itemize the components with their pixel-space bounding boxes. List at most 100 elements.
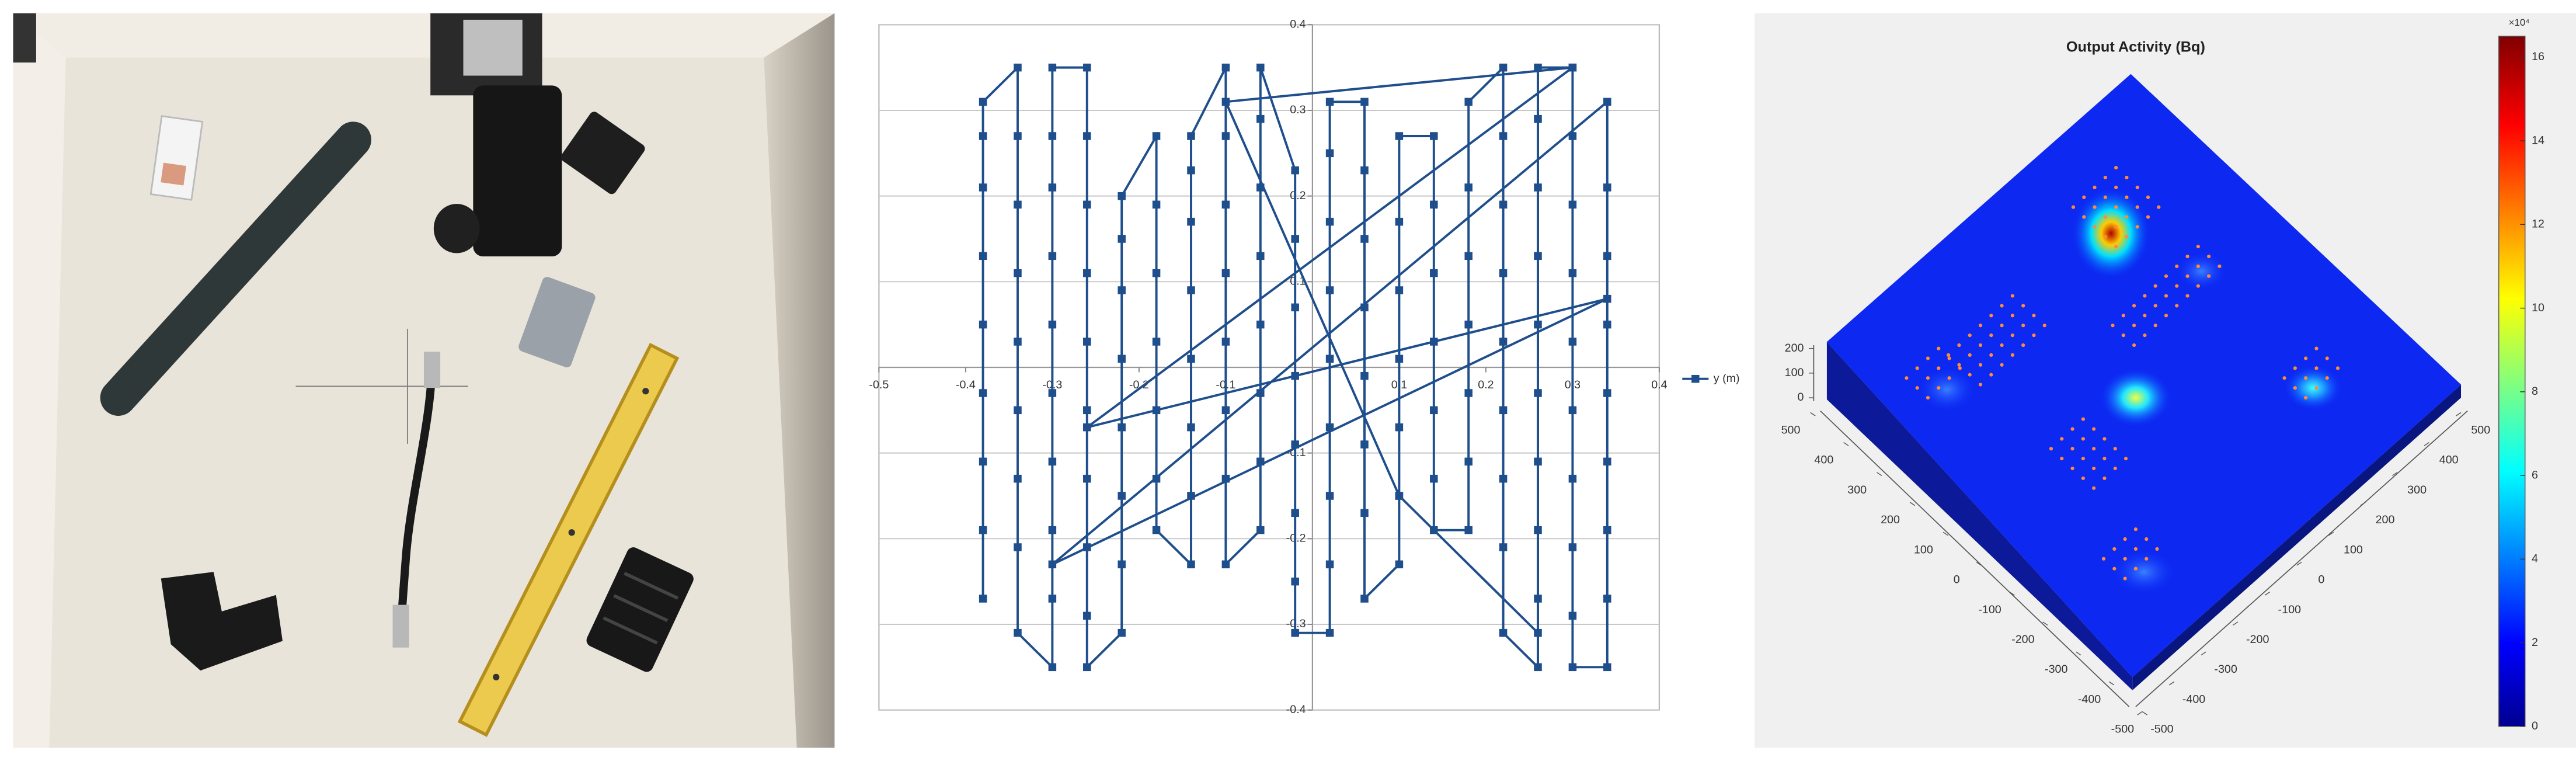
point-marker — [1395, 132, 1404, 140]
x-tick-label: 400 — [1814, 454, 1833, 467]
point-marker — [1499, 132, 1508, 140]
x-tick — [1877, 472, 1882, 477]
point-marker — [1534, 595, 1542, 603]
point-marker — [1464, 183, 1473, 192]
x-tick-label: -400 — [2078, 693, 2101, 706]
source-point — [2042, 324, 2046, 328]
source-point — [1978, 324, 1983, 328]
y-tick — [2233, 621, 2239, 626]
point-marker — [1534, 252, 1542, 260]
y-tick-label: -0.4 — [1286, 703, 1306, 716]
chart-title: Output Activity (Bq) — [2066, 39, 2205, 55]
colorbar-tick-label: 14 — [2532, 134, 2544, 147]
point-marker — [1325, 286, 1334, 294]
source-point — [2175, 304, 2179, 308]
source-point — [2304, 395, 2308, 400]
point-marker — [1603, 320, 1611, 329]
source-point — [2121, 333, 2125, 338]
source-point — [2021, 343, 2025, 348]
source-point — [2293, 386, 2297, 390]
point-marker — [1048, 63, 1057, 72]
source-point — [2218, 264, 2222, 269]
source-point — [2282, 376, 2286, 380]
photo — [13, 13, 835, 748]
source-point — [2081, 457, 2085, 461]
point-marker — [1014, 200, 1022, 209]
point-marker — [1568, 200, 1577, 209]
point-marker — [1014, 269, 1022, 277]
source-point — [1937, 386, 1941, 390]
point-marker — [1534, 114, 1542, 123]
point-marker — [1325, 149, 1334, 158]
source-point — [2060, 437, 2064, 441]
source-point — [2335, 366, 2340, 370]
colorbar-tick-label: 2 — [2532, 636, 2538, 649]
hotspot — [2100, 368, 2172, 428]
x-tick — [2076, 651, 2081, 656]
source-point — [2000, 324, 2004, 328]
source-point — [2010, 353, 2014, 357]
x-tick-label: 300 — [1847, 484, 1867, 496]
source-point — [2304, 356, 2308, 360]
point-marker — [1360, 509, 1369, 517]
point-marker — [1325, 98, 1334, 106]
side-face — [2132, 384, 2462, 690]
source-point — [2092, 486, 2096, 490]
point-marker — [1360, 440, 1369, 449]
point-marker — [1291, 577, 1299, 586]
source-point — [2070, 447, 2074, 451]
point-marker — [1014, 474, 1022, 483]
source-point — [2135, 185, 2139, 189]
point-marker — [1048, 595, 1057, 603]
point-marker — [1395, 492, 1404, 500]
y-tick — [2137, 711, 2143, 715]
x-tick-label: 200 — [1881, 513, 1900, 526]
point-marker — [1499, 269, 1508, 277]
point-marker — [979, 389, 987, 397]
point-marker — [1187, 355, 1195, 363]
point-marker — [1291, 628, 1299, 637]
source-point — [1905, 376, 1909, 380]
source-point — [2101, 557, 2106, 561]
colorbar-tick-label: 6 — [2532, 468, 2538, 481]
point-marker — [1256, 320, 1265, 329]
source-point — [2146, 215, 2150, 219]
point-marker — [1083, 474, 1091, 483]
point-marker — [1395, 286, 1404, 294]
point-marker — [1603, 389, 1611, 397]
source-point — [2111, 324, 2115, 328]
point-marker — [1360, 98, 1369, 106]
point-marker — [1014, 132, 1022, 140]
point-marker — [1395, 355, 1404, 363]
point-marker — [1083, 200, 1091, 209]
point-marker — [1048, 132, 1057, 140]
source-point — [2175, 264, 2179, 269]
source-point — [1968, 373, 1972, 377]
y-tick — [2296, 561, 2302, 566]
point-marker — [1568, 132, 1577, 140]
source-point — [2082, 215, 2086, 219]
point-marker — [1568, 543, 1577, 551]
point-marker — [1499, 543, 1508, 551]
x-tick — [2108, 681, 2115, 686]
point-marker — [1256, 183, 1265, 192]
point-marker — [1568, 63, 1577, 72]
axis-line — [1820, 410, 2130, 707]
source-point — [2155, 547, 2159, 551]
point-marker — [1464, 389, 1473, 397]
source-point — [2132, 343, 2136, 348]
line-chart: -0.4-0.3-0.2-0.10.10.20.30.4-0.5 -0.4 -0.3… — [869, 18, 1739, 716]
point-marker — [1083, 338, 1091, 346]
source-point — [1926, 395, 1930, 400]
colorbar-tick-label: 10 — [2532, 301, 2544, 314]
source-point — [1989, 333, 1993, 338]
point-marker — [1568, 338, 1577, 346]
source-point — [2135, 205, 2139, 209]
point-marker — [1395, 560, 1404, 569]
point-marker — [1568, 474, 1577, 483]
x-tick-label: 100 — [1914, 543, 1933, 556]
point-marker — [1464, 457, 1473, 466]
source-point — [2164, 294, 2168, 298]
point-marker — [1256, 63, 1265, 72]
source-point — [2092, 427, 2096, 431]
